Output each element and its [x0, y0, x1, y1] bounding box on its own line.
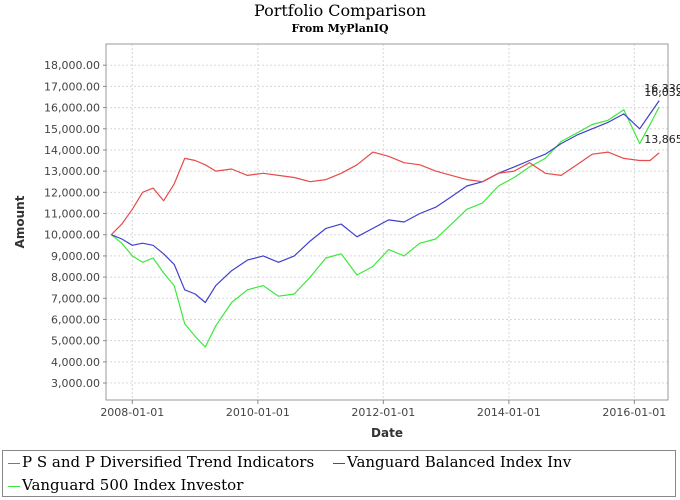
- y-tick-label: 3,000.00: [51, 377, 100, 390]
- legend-swatch-balanced: [333, 462, 345, 464]
- series-line-sp500: [110, 106, 660, 348]
- y-tick-label: 5,000.00: [51, 335, 100, 348]
- y-tick-label: 8,000.00: [51, 271, 100, 284]
- y-tick-label: 11,000.00: [44, 208, 100, 221]
- chart-subtitle: From MyPlanIQ: [291, 22, 389, 35]
- legend: P S and P Diversified Trend Indicators V…: [2, 450, 676, 497]
- x-tick-label: 2008-01-01: [100, 406, 164, 419]
- legend-item-trend[interactable]: P S and P Diversified Trend Indicators: [8, 453, 314, 471]
- series-line-balanced: [111, 100, 660, 304]
- series-line-trend: [110, 151, 660, 236]
- y-axis-ticks: 3,000.00 4,000.00 5,000.00 6,000.00 7,000.00…: [44, 59, 106, 390]
- end-value-label: 16,330: [644, 82, 680, 95]
- y-tick-label: 16,000.00: [44, 102, 100, 115]
- y-tick-label: 18,000.00: [44, 59, 100, 72]
- end-value-label: 16,032: [644, 86, 680, 99]
- grid-lines: [106, 44, 668, 400]
- y-tick-label: 17,000.00: [44, 80, 100, 93]
- legend-item-balanced[interactable]: Vanguard Balanced Index Inv: [333, 453, 571, 471]
- y-tick-label: 6,000.00: [51, 313, 100, 326]
- y-tick-label: 9,000.00: [51, 250, 100, 263]
- x-tick-label: 2014-01-01: [477, 406, 541, 419]
- chart-title: Portfolio Comparison: [253, 1, 427, 20]
- x-axis-ticks: 2008-01-01 2010-01-01 2012-01-01 2014-01-01…: [100, 400, 666, 419]
- y-tick-label: 15,000.00: [44, 123, 100, 136]
- series-layer: [110, 100, 660, 348]
- y-tick-label: 14,000.00: [44, 144, 100, 157]
- y-axis-title: Amount: [13, 195, 27, 248]
- x-axis-title: Date: [371, 426, 403, 440]
- x-tick-label: 2012-01-01: [351, 406, 415, 419]
- y-tick-label: 7,000.00: [51, 292, 100, 305]
- x-tick-label: 2016-01-01: [602, 406, 666, 419]
- y-tick-label: 13,000.00: [44, 165, 100, 178]
- plot-frame: [105, 43, 669, 401]
- legend-item-sp500[interactable]: Vanguard 500 Index Investor: [8, 476, 243, 494]
- y-tick-label: 12,000.00: [44, 186, 100, 199]
- chart-area: 3,000.00 4,000.00 5,000.00 6,000.00 7,000.00…: [13, 43, 680, 440]
- y-tick-label: 10,000.00: [44, 229, 100, 242]
- legend-label-trend: P S and P Diversified Trend Indicators: [22, 453, 315, 471]
- end-value-label: 13,865: [644, 133, 680, 146]
- y-tick-label: 4,000.00: [51, 356, 100, 369]
- legend-label-balanced: Vanguard Balanced Index Inv: [347, 453, 572, 471]
- x-tick-label: 2010-01-01: [226, 406, 290, 419]
- legend-swatch-sp500: [8, 485, 20, 487]
- legend-label-sp500: Vanguard 500 Index Investor: [22, 476, 244, 494]
- legend-swatch-trend: [8, 462, 20, 464]
